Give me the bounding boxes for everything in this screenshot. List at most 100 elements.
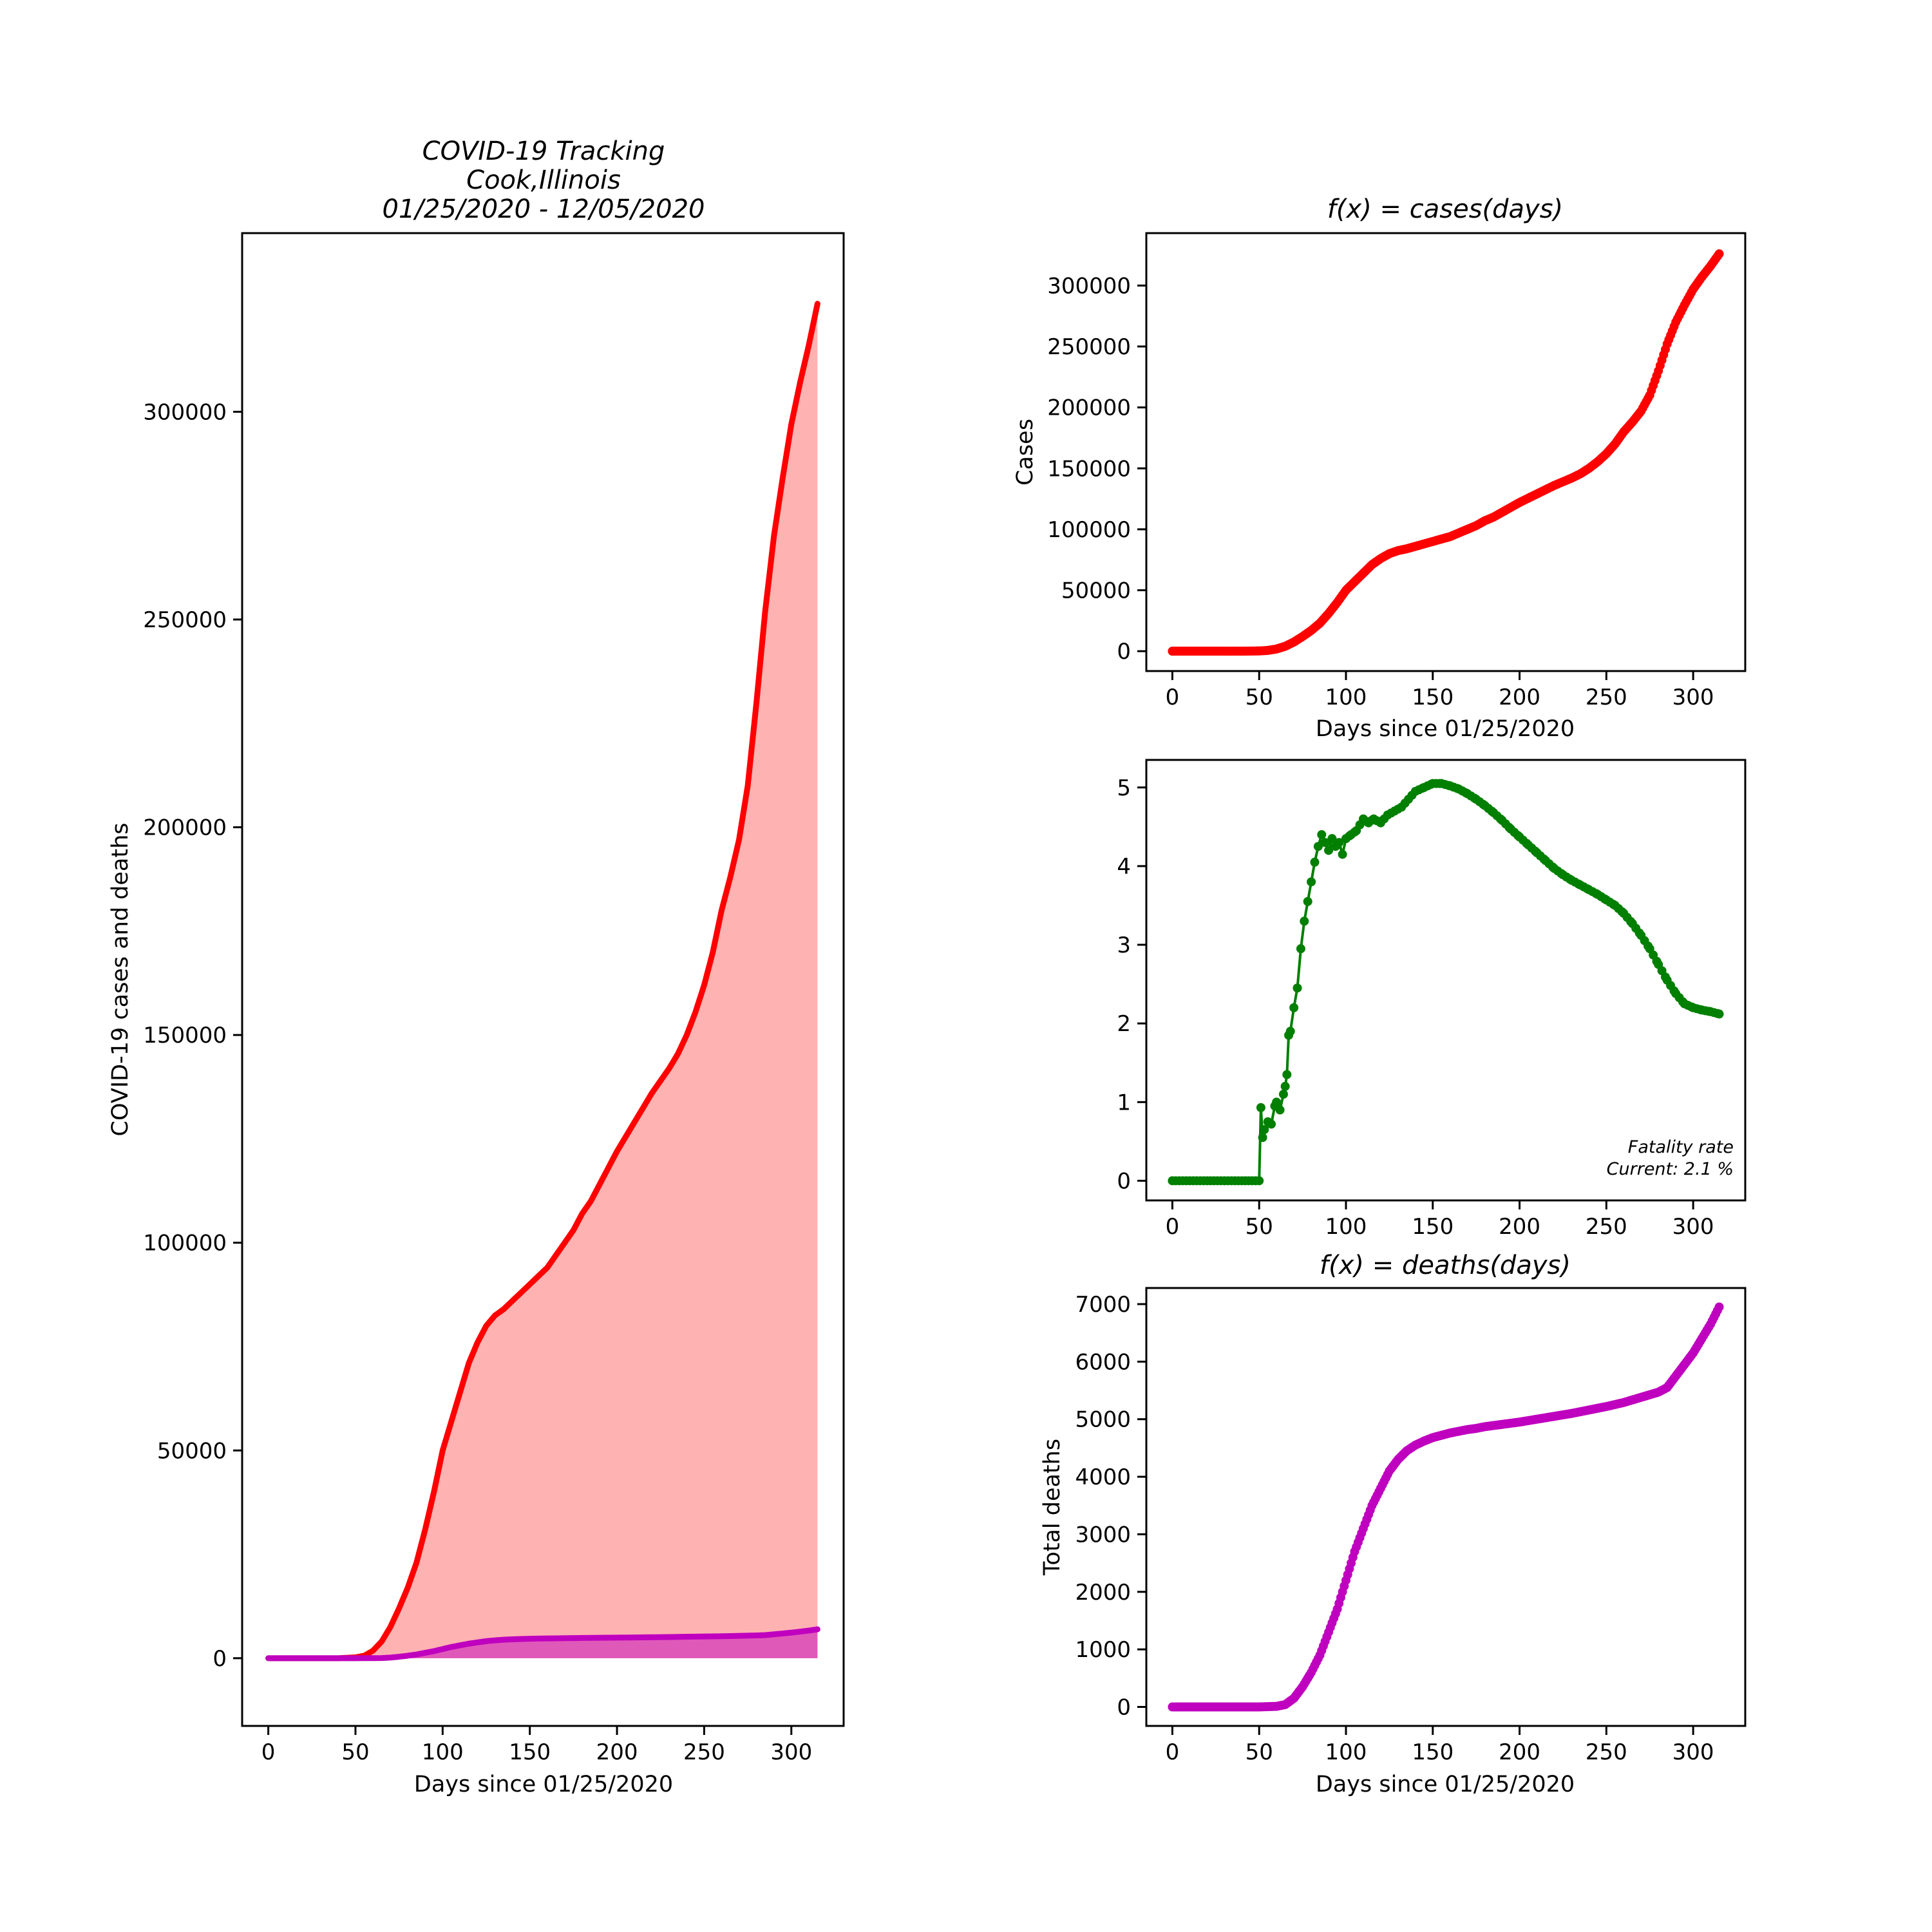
fatality-x-tick-label: 50 — [1245, 1214, 1273, 1240]
deaths-y-tick-label: 5000 — [1075, 1407, 1131, 1433]
fatality-y-tick-label: 5 — [1117, 775, 1131, 801]
fatality-y-tick-label: 2 — [1117, 1011, 1131, 1037]
cases-y-ticks: 0 50000 100000 150000 200000 250000 300000 — [1047, 273, 1146, 665]
fatality-point — [1293, 983, 1302, 993]
fatality-point — [1260, 1125, 1269, 1135]
main-x-tick-label: 100 — [422, 1739, 464, 1765]
main-axes-frame — [241, 232, 845, 1727]
main-y-ticks: 0 50000 100000 150000 200000 250000 300000 — [143, 399, 242, 1672]
deaths-point — [1714, 1302, 1724, 1312]
fatality-x-tick-label: 200 — [1499, 1214, 1540, 1240]
fatality-x-tick-label: 0 — [1166, 1214, 1180, 1240]
main-y-tick-label: 300000 — [143, 399, 227, 425]
fatality-axes-frame — [1145, 759, 1747, 1202]
main-title-line-1: COVID-19 Tracking — [422, 137, 665, 166]
main-x-tick-label: 250 — [683, 1739, 725, 1765]
fatality-point — [1258, 1133, 1267, 1142]
deaths-y-tick-label: 7000 — [1075, 1292, 1131, 1318]
fatality-point — [1278, 1090, 1288, 1099]
deaths-x-tick-label: 100 — [1325, 1739, 1367, 1765]
fatality-x-tick-label: 300 — [1672, 1214, 1714, 1240]
main-x-tick-label: 200 — [596, 1739, 638, 1765]
fatality-y-ticks: 0 1 2 3 4 5 — [1117, 775, 1146, 1194]
fatality-point — [1300, 916, 1309, 926]
main-x-axis-label: Days since 01/25/2020 — [414, 1772, 673, 1797]
fatality-marks — [1168, 779, 1724, 1186]
cases-x-tick-label: 50 — [1245, 685, 1273, 710]
deaths-y-ticks: 0 1000 2000 3000 4000 5000 6000 7000 — [1075, 1292, 1146, 1721]
deaths-title: f(x) = deaths(days) — [1320, 1251, 1571, 1280]
main-deaths-line — [265, 1626, 820, 1662]
fatality-point — [1320, 838, 1330, 848]
cases-y-tick-label: 150000 — [1047, 456, 1131, 482]
main-x-tick-label: 0 — [261, 1739, 276, 1765]
deaths-x-tick-label: 250 — [1586, 1739, 1627, 1765]
deaths-axes-frame — [1145, 1287, 1747, 1727]
fatality-point — [1324, 846, 1334, 855]
cases-x-tick-label: 250 — [1586, 685, 1627, 710]
deaths-x-tick-label: 150 — [1412, 1739, 1454, 1765]
fatality-point — [1255, 1176, 1264, 1186]
main-y-tick-label: 50000 — [157, 1438, 227, 1464]
chart-cases-and-deaths: COVID-19 Tracking Cook,Illinois 01/25/20… — [108, 137, 845, 1797]
fatality-point — [1275, 1105, 1285, 1115]
main-y-tick-label: 0 — [213, 1646, 227, 1672]
fatality-point — [1296, 944, 1305, 954]
fatality-point — [1303, 896, 1312, 906]
main-y-tick-label: 100000 — [143, 1231, 227, 1256]
fatality-x-ticks: 0 50 100 150 200 250 300 — [1166, 1200, 1714, 1240]
cases-x-ticks: 0 50 100 150 200 250 300 — [1166, 671, 1714, 710]
main-title-line-2: Cook,Illinois — [466, 166, 621, 195]
deaths-marks — [1168, 1302, 1724, 1712]
cases-x-tick-label: 150 — [1412, 685, 1454, 710]
chart-cases: f(x) = cases(days) 0 50 100 150 200 250 300 0 5… — [1012, 194, 1747, 742]
fatality-point — [1334, 838, 1344, 848]
main-y-tick-label: 150000 — [143, 1023, 227, 1048]
deaths-y-tick-label: 3000 — [1075, 1522, 1131, 1548]
cases-title: f(x) = cases(days) — [1327, 194, 1563, 224]
cases-marks — [1168, 249, 1724, 656]
deaths-y-tick-label: 6000 — [1075, 1349, 1131, 1375]
fatality-annotation-label: Fatality rate — [1628, 1137, 1734, 1157]
deaths-x-tick-label: 0 — [1166, 1739, 1180, 1765]
main-y-tick-label: 200000 — [143, 815, 227, 841]
fatality-point — [1714, 1009, 1724, 1019]
deaths-y-tick-label: 4000 — [1075, 1464, 1131, 1490]
fatality-point — [1310, 857, 1320, 867]
deaths-x-axis-label: Days since 01/25/2020 — [1316, 1772, 1575, 1797]
cases-y-tick-label: 0 — [1117, 639, 1131, 665]
main-x-ticks: 0 50 100 150 200 250 300 — [261, 1726, 812, 1765]
fatality-point — [1317, 830, 1327, 840]
cases-axes-frame — [1145, 232, 1747, 672]
cases-y-tick-label: 100000 — [1047, 517, 1131, 543]
fatality-y-tick-label: 1 — [1117, 1090, 1131, 1115]
cases-x-tick-label: 300 — [1672, 685, 1714, 710]
cases-y-tick-label: 250000 — [1047, 334, 1131, 360]
fatality-point — [1313, 842, 1323, 851]
main-deaths-area — [268, 1629, 818, 1658]
fatality-y-tick-label: 0 — [1117, 1168, 1131, 1194]
fatality-point — [1289, 1003, 1299, 1012]
main-title-line-3: 01/25/2020 - 12/05/2020 — [383, 194, 705, 224]
fatality-point — [1307, 877, 1316, 887]
fatality-point — [1280, 1081, 1290, 1091]
deaths-x-tick-label: 200 — [1499, 1739, 1540, 1765]
fatality-point — [1327, 834, 1337, 844]
deaths-y-axis-label: Total deaths — [1039, 1439, 1065, 1576]
fatality-point — [1256, 1103, 1265, 1112]
fatality-point — [1282, 1070, 1292, 1079]
cases-x-tick-label: 100 — [1325, 685, 1367, 710]
deaths-x-tick-label: 50 — [1245, 1739, 1273, 1765]
main-x-tick-label: 50 — [341, 1739, 369, 1765]
fatality-x-tick-label: 150 — [1412, 1214, 1454, 1240]
deaths-y-tick-label: 2000 — [1075, 1580, 1131, 1605]
fatality-annotation-current: Current: 2.1 % — [1607, 1159, 1734, 1179]
fatality-point — [1285, 1027, 1295, 1036]
fatality-y-tick-label: 3 — [1117, 933, 1131, 958]
cases-x-tick-label: 200 — [1499, 685, 1540, 710]
cases-y-tick-label: 300000 — [1047, 273, 1131, 299]
cases-x-axis-label: Days since 01/25/2020 — [1316, 716, 1575, 742]
